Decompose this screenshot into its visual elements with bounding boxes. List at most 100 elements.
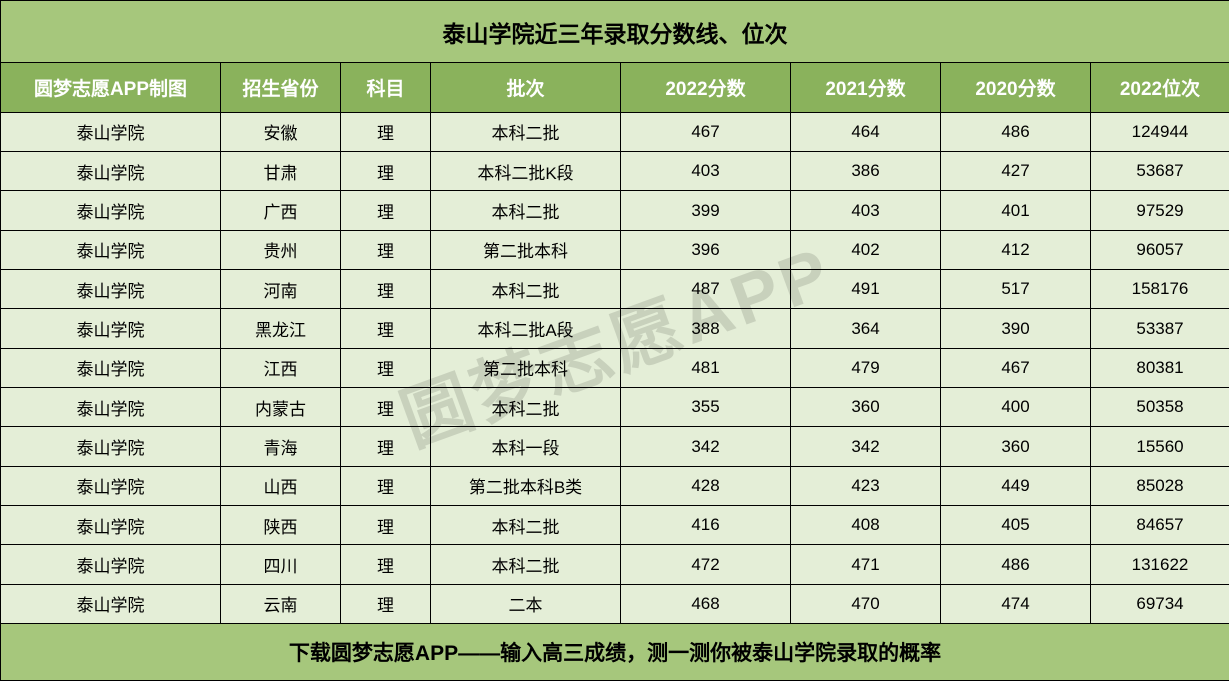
- table-row: 泰山学院 内蒙古 理 本科二批 355 360 400 50358: [1, 388, 1229, 427]
- cell-subject: 理: [341, 545, 431, 584]
- cell-score2021: 364: [791, 309, 941, 348]
- cell-score2020: 486: [941, 545, 1091, 584]
- cell-score2021: 342: [791, 427, 941, 466]
- cell-rank2022: 15560: [1091, 427, 1229, 466]
- table-title: 泰山学院近三年录取分数线、位次: [1, 1, 1229, 63]
- cell-score2022: 342: [621, 427, 791, 466]
- cell-school: 泰山学院: [1, 466, 221, 505]
- col-header-rank2022: 2022位次: [1091, 63, 1229, 113]
- cell-subject: 理: [341, 112, 431, 151]
- title-row: 泰山学院近三年录取分数线、位次: [1, 1, 1229, 63]
- cell-school: 泰山学院: [1, 584, 221, 623]
- cell-score2020: 401: [941, 191, 1091, 230]
- cell-score2020: 427: [941, 152, 1091, 191]
- cell-rank2022: 96057: [1091, 230, 1229, 269]
- cell-batch: 本科二批K段: [431, 152, 621, 191]
- cell-rank2022: 80381: [1091, 348, 1229, 387]
- cell-rank2022: 97529: [1091, 191, 1229, 230]
- cell-score2021: 471: [791, 545, 941, 584]
- cell-score2022: 481: [621, 348, 791, 387]
- cell-batch: 本科二批: [431, 270, 621, 309]
- cell-subject: 理: [341, 309, 431, 348]
- cell-subject: 理: [341, 584, 431, 623]
- cell-subject: 理: [341, 427, 431, 466]
- cell-score2020: 517: [941, 270, 1091, 309]
- table-row: 泰山学院 四川 理 本科二批 472 471 486 131622: [1, 545, 1229, 584]
- col-header-score2021: 2021分数: [791, 63, 941, 113]
- cell-school: 泰山学院: [1, 348, 221, 387]
- cell-batch: 本科二批A段: [431, 309, 621, 348]
- cell-score2022: 428: [621, 466, 791, 505]
- cell-batch: 本科一段: [431, 427, 621, 466]
- table-footer: 下载圆梦志愿APP——输入高三成绩，测一测你被泰山学院录取的概率: [1, 624, 1229, 681]
- cell-score2020: 400: [941, 388, 1091, 427]
- table-row: 泰山学院 广西 理 本科二批 399 403 401 97529: [1, 191, 1229, 230]
- cell-batch: 本科二批: [431, 506, 621, 545]
- col-header-province: 招生省份: [221, 63, 341, 113]
- table-row: 泰山学院 贵州 理 第二批本科 396 402 412 96057: [1, 230, 1229, 269]
- cell-province: 安徽: [221, 112, 341, 151]
- table-container: 泰山学院近三年录取分数线、位次 圆梦志愿APP制图 招生省份 科目 批次 202…: [0, 0, 1229, 681]
- header-row: 圆梦志愿APP制图 招生省份 科目 批次 2022分数 2021分数 2020分…: [1, 63, 1229, 113]
- cell-batch: 第二批本科B类: [431, 466, 621, 505]
- cell-province: 内蒙古: [221, 388, 341, 427]
- cell-rank2022: 53687: [1091, 152, 1229, 191]
- cell-province: 陕西: [221, 506, 341, 545]
- footer-row: 下载圆梦志愿APP——输入高三成绩，测一测你被泰山学院录取的概率: [1, 624, 1229, 681]
- table-row: 泰山学院 江西 理 第二批本科 481 479 467 80381: [1, 348, 1229, 387]
- cell-batch: 本科二批: [431, 191, 621, 230]
- cell-score2020: 486: [941, 112, 1091, 151]
- cell-rank2022: 50358: [1091, 388, 1229, 427]
- col-header-app: 圆梦志愿APP制图: [1, 63, 221, 113]
- cell-score2020: 474: [941, 584, 1091, 623]
- col-header-score2020: 2020分数: [941, 63, 1091, 113]
- cell-score2021: 479: [791, 348, 941, 387]
- cell-province: 黑龙江: [221, 309, 341, 348]
- cell-score2022: 399: [621, 191, 791, 230]
- cell-subject: 理: [341, 348, 431, 387]
- cell-score2021: 464: [791, 112, 941, 151]
- cell-score2021: 423: [791, 466, 941, 505]
- table-row: 泰山学院 山西 理 第二批本科B类 428 423 449 85028: [1, 466, 1229, 505]
- cell-school: 泰山学院: [1, 152, 221, 191]
- table-row: 泰山学院 甘肃 理 本科二批K段 403 386 427 53687: [1, 152, 1229, 191]
- table-row: 泰山学院 陕西 理 本科二批 416 408 405 84657: [1, 506, 1229, 545]
- cell-school: 泰山学院: [1, 545, 221, 584]
- cell-province: 贵州: [221, 230, 341, 269]
- cell-score2021: 470: [791, 584, 941, 623]
- cell-province: 河南: [221, 270, 341, 309]
- cell-rank2022: 131622: [1091, 545, 1229, 584]
- cell-school: 泰山学院: [1, 427, 221, 466]
- cell-rank2022: 124944: [1091, 112, 1229, 151]
- cell-score2021: 491: [791, 270, 941, 309]
- cell-batch: 第二批本科: [431, 230, 621, 269]
- cell-school: 泰山学院: [1, 506, 221, 545]
- cell-school: 泰山学院: [1, 270, 221, 309]
- cell-rank2022: 69734: [1091, 584, 1229, 623]
- cell-score2020: 390: [941, 309, 1091, 348]
- cell-school: 泰山学院: [1, 230, 221, 269]
- cell-score2021: 403: [791, 191, 941, 230]
- col-header-subject: 科目: [341, 63, 431, 113]
- cell-subject: 理: [341, 506, 431, 545]
- cell-score2022: 416: [621, 506, 791, 545]
- cell-score2022: 403: [621, 152, 791, 191]
- cell-province: 山西: [221, 466, 341, 505]
- cell-subject: 理: [341, 466, 431, 505]
- cell-school: 泰山学院: [1, 112, 221, 151]
- cell-subject: 理: [341, 388, 431, 427]
- cell-batch: 本科二批: [431, 388, 621, 427]
- cell-score2022: 467: [621, 112, 791, 151]
- cell-subject: 理: [341, 270, 431, 309]
- cell-score2022: 487: [621, 270, 791, 309]
- cell-score2022: 396: [621, 230, 791, 269]
- cell-batch: 二本: [431, 584, 621, 623]
- cell-province: 四川: [221, 545, 341, 584]
- table-row: 泰山学院 青海 理 本科一段 342 342 360 15560: [1, 427, 1229, 466]
- cell-rank2022: 85028: [1091, 466, 1229, 505]
- col-header-batch: 批次: [431, 63, 621, 113]
- cell-province: 甘肃: [221, 152, 341, 191]
- cell-score2022: 355: [621, 388, 791, 427]
- cell-score2020: 405: [941, 506, 1091, 545]
- cell-score2022: 388: [621, 309, 791, 348]
